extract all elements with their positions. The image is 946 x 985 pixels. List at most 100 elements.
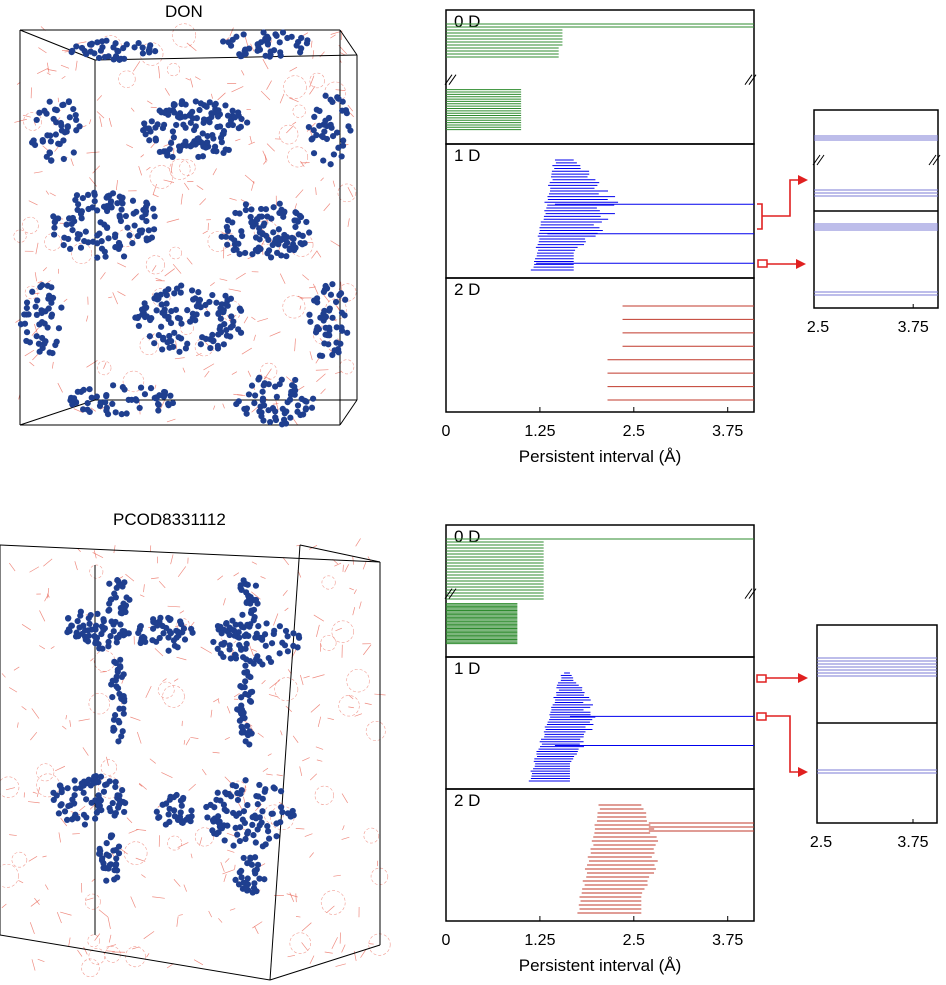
atom	[251, 400, 258, 407]
atom	[249, 814, 256, 821]
atom	[100, 616, 107, 623]
atom	[171, 329, 178, 336]
framework-bond	[223, 873, 227, 883]
panel-label: 2 D	[454, 280, 480, 299]
atom	[94, 254, 101, 261]
atom	[134, 232, 142, 240]
atom	[273, 393, 280, 400]
framework-bond	[210, 93, 213, 99]
atom	[337, 290, 345, 297]
framework-bond	[74, 561, 78, 571]
framework-bond	[286, 125, 294, 134]
atom	[345, 123, 352, 130]
atom	[107, 832, 115, 839]
framework-bond	[247, 256, 253, 260]
atom	[236, 251, 243, 258]
atom	[210, 638, 217, 646]
atom	[246, 741, 253, 748]
atom	[176, 348, 183, 355]
atom	[297, 49, 304, 56]
atom	[169, 399, 176, 407]
atom	[160, 336, 167, 343]
framework-ring	[179, 159, 196, 176]
atom	[73, 43, 80, 50]
atom	[146, 137, 153, 144]
atom	[242, 678, 249, 685]
framework-bond	[32, 791, 37, 794]
atom	[243, 656, 250, 663]
atom	[263, 620, 270, 627]
atom	[182, 345, 189, 352]
callout-bracket	[756, 674, 767, 683]
framework-bond	[94, 933, 101, 941]
atom	[242, 645, 249, 652]
atom	[295, 38, 302, 46]
atom	[189, 140, 196, 147]
atom	[101, 54, 109, 61]
framework-bond	[155, 277, 162, 281]
framework-bond	[313, 283, 319, 295]
framework-bond	[282, 557, 290, 566]
atom	[272, 408, 279, 415]
atom	[112, 778, 119, 786]
framework-bond	[90, 407, 96, 412]
framework-ring	[23, 112, 42, 131]
framework-ring	[346, 668, 370, 693]
framework-ring	[167, 835, 183, 851]
atom	[144, 201, 151, 208]
atom	[242, 206, 249, 214]
framework-bond	[176, 656, 187, 661]
atom	[124, 224, 131, 231]
framework-ring	[309, 72, 325, 89]
atom	[247, 593, 254, 601]
atom	[107, 198, 115, 205]
framework-ring	[81, 958, 100, 978]
atom	[264, 250, 271, 257]
framework-bond	[309, 75, 315, 88]
atom	[99, 855, 106, 862]
atom	[110, 56, 117, 63]
panel-label: 2 D	[454, 791, 480, 810]
framework-ring	[337, 183, 357, 203]
framework-bond	[151, 577, 159, 580]
atom	[69, 816, 76, 823]
atom	[69, 214, 76, 222]
structure-view-pcod	[0, 538, 391, 981]
atom	[259, 388, 266, 395]
framework-bond	[342, 825, 345, 831]
atom	[233, 33, 240, 40]
atom	[265, 835, 273, 842]
atom	[92, 626, 99, 633]
atom	[170, 794, 177, 801]
atom	[321, 307, 328, 314]
atom	[306, 311, 313, 318]
framework-bond	[36, 787, 41, 797]
atom	[160, 121, 168, 128]
atom	[69, 399, 76, 407]
arrow-head	[798, 673, 808, 683]
atom	[282, 627, 290, 635]
atom	[244, 828, 252, 835]
atom	[85, 632, 92, 639]
framework-bond	[164, 88, 170, 96]
inset-x-tick-label: 3.75	[898, 319, 929, 336]
atom	[189, 115, 197, 122]
framework-bond	[117, 262, 127, 268]
atom	[340, 137, 347, 144]
framework-ring	[36, 763, 55, 782]
atom	[237, 824, 244, 831]
atom	[220, 38, 227, 45]
atom	[91, 198, 98, 205]
framework-bond	[152, 183, 157, 195]
atom	[244, 621, 251, 628]
atom	[71, 792, 78, 799]
inset-x-tick-label: 2.5	[810, 834, 832, 851]
framework-bond	[170, 554, 174, 565]
framework-bond	[300, 674, 304, 686]
framework-bond	[250, 43, 255, 52]
atom	[98, 38, 106, 45]
framework-bond	[130, 716, 141, 721]
framework-bond	[43, 558, 53, 567]
atom	[114, 47, 121, 55]
atom	[23, 329, 31, 336]
